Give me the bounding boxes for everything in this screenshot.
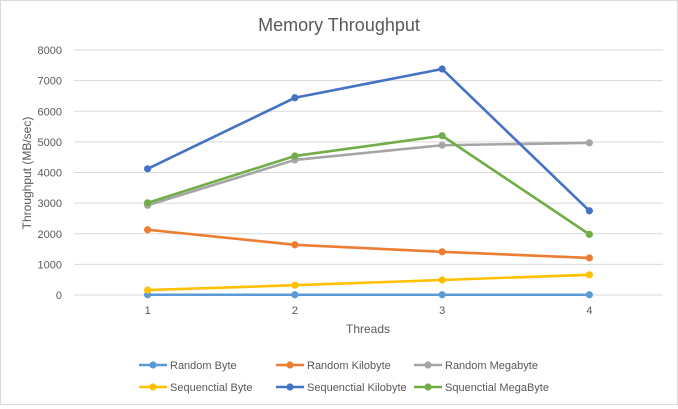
data-point (585, 230, 593, 238)
y-tick-label: 8000 (38, 45, 62, 57)
y-axis-label: Throughput (MB/sec) (20, 117, 34, 230)
series-line (147, 67, 591, 212)
legend-marker (286, 383, 294, 391)
gridlines (74, 49, 663, 296)
series-line (147, 273, 590, 292)
legend-marker (424, 361, 432, 369)
data-point (144, 199, 152, 207)
data-point (438, 65, 446, 73)
y-tick-label: 6000 (38, 106, 62, 118)
data-point (144, 286, 152, 294)
legend-label: Squenctial MegaByte (445, 382, 549, 394)
legend-item: Random Megabyte (414, 360, 538, 372)
x-axis-label: Threads (346, 322, 390, 336)
y-tick-label: 0 (56, 290, 62, 302)
y-tick-label: 5000 (38, 137, 62, 149)
legend-marker (149, 383, 157, 391)
legend-label: Random Megabyte (445, 360, 538, 372)
y-tick-label: 7000 (38, 76, 62, 88)
series-0 (144, 291, 593, 299)
data-point (438, 276, 446, 284)
legend-item: Sequenctial Kilobyte (276, 382, 407, 394)
y-tick-label: 2000 (38, 229, 62, 241)
legend-item: Random Byte (139, 360, 237, 372)
y-tick-label: 1000 (38, 259, 62, 271)
legend-label: Random Kilobyte (307, 360, 391, 372)
y-tick-label: 3000 (38, 198, 62, 210)
legend-label: Random Byte (170, 360, 237, 372)
data-point (291, 152, 299, 160)
data-point (585, 207, 593, 215)
y-axis-tick-labels: 0 1000 2000 3000 4000 5000 6000 7000 8000 (38, 45, 62, 302)
x-tick-label: 4 (586, 305, 592, 317)
series-1 (144, 226, 593, 262)
legend-item: Squenctial MegaByte (414, 382, 549, 394)
legend-label: Sequenctial Kilobyte (307, 382, 407, 394)
data-point (585, 254, 593, 262)
legend-label: Sequenctial Byte (170, 382, 253, 394)
series-lines (144, 65, 593, 299)
data-point (585, 271, 593, 279)
chart-title: Memory Throughput (258, 15, 420, 35)
legend-item: Random Kilobyte (276, 360, 391, 372)
data-point (585, 139, 593, 147)
data-point (291, 291, 299, 299)
data-point (291, 241, 299, 249)
series-3 (144, 271, 593, 294)
x-tick-label: 2 (292, 305, 298, 317)
data-point (291, 94, 299, 102)
x-axis-tick-labels: 1 2 3 4 (145, 305, 593, 317)
series-line (147, 134, 591, 236)
series-line (147, 141, 590, 207)
data-point (438, 132, 446, 140)
data-point (144, 226, 152, 234)
series-line (147, 228, 590, 260)
y-tick-label: 4000 (38, 168, 62, 180)
x-tick-label: 1 (145, 305, 151, 317)
data-point (585, 291, 593, 299)
x-tick-label: 3 (439, 305, 445, 317)
legend-item: Sequenctial Byte (139, 382, 253, 394)
data-point (438, 248, 446, 256)
data-point (291, 281, 299, 289)
series-4 (144, 65, 593, 215)
data-point (144, 165, 152, 173)
legend-marker (424, 383, 432, 391)
legend-marker (286, 361, 294, 369)
data-point (438, 141, 446, 149)
legend-marker (149, 361, 157, 369)
series-5 (144, 132, 593, 238)
data-point (438, 291, 446, 299)
legend: Random Byte Random Kilobyte Random Megabyt… (139, 360, 549, 394)
